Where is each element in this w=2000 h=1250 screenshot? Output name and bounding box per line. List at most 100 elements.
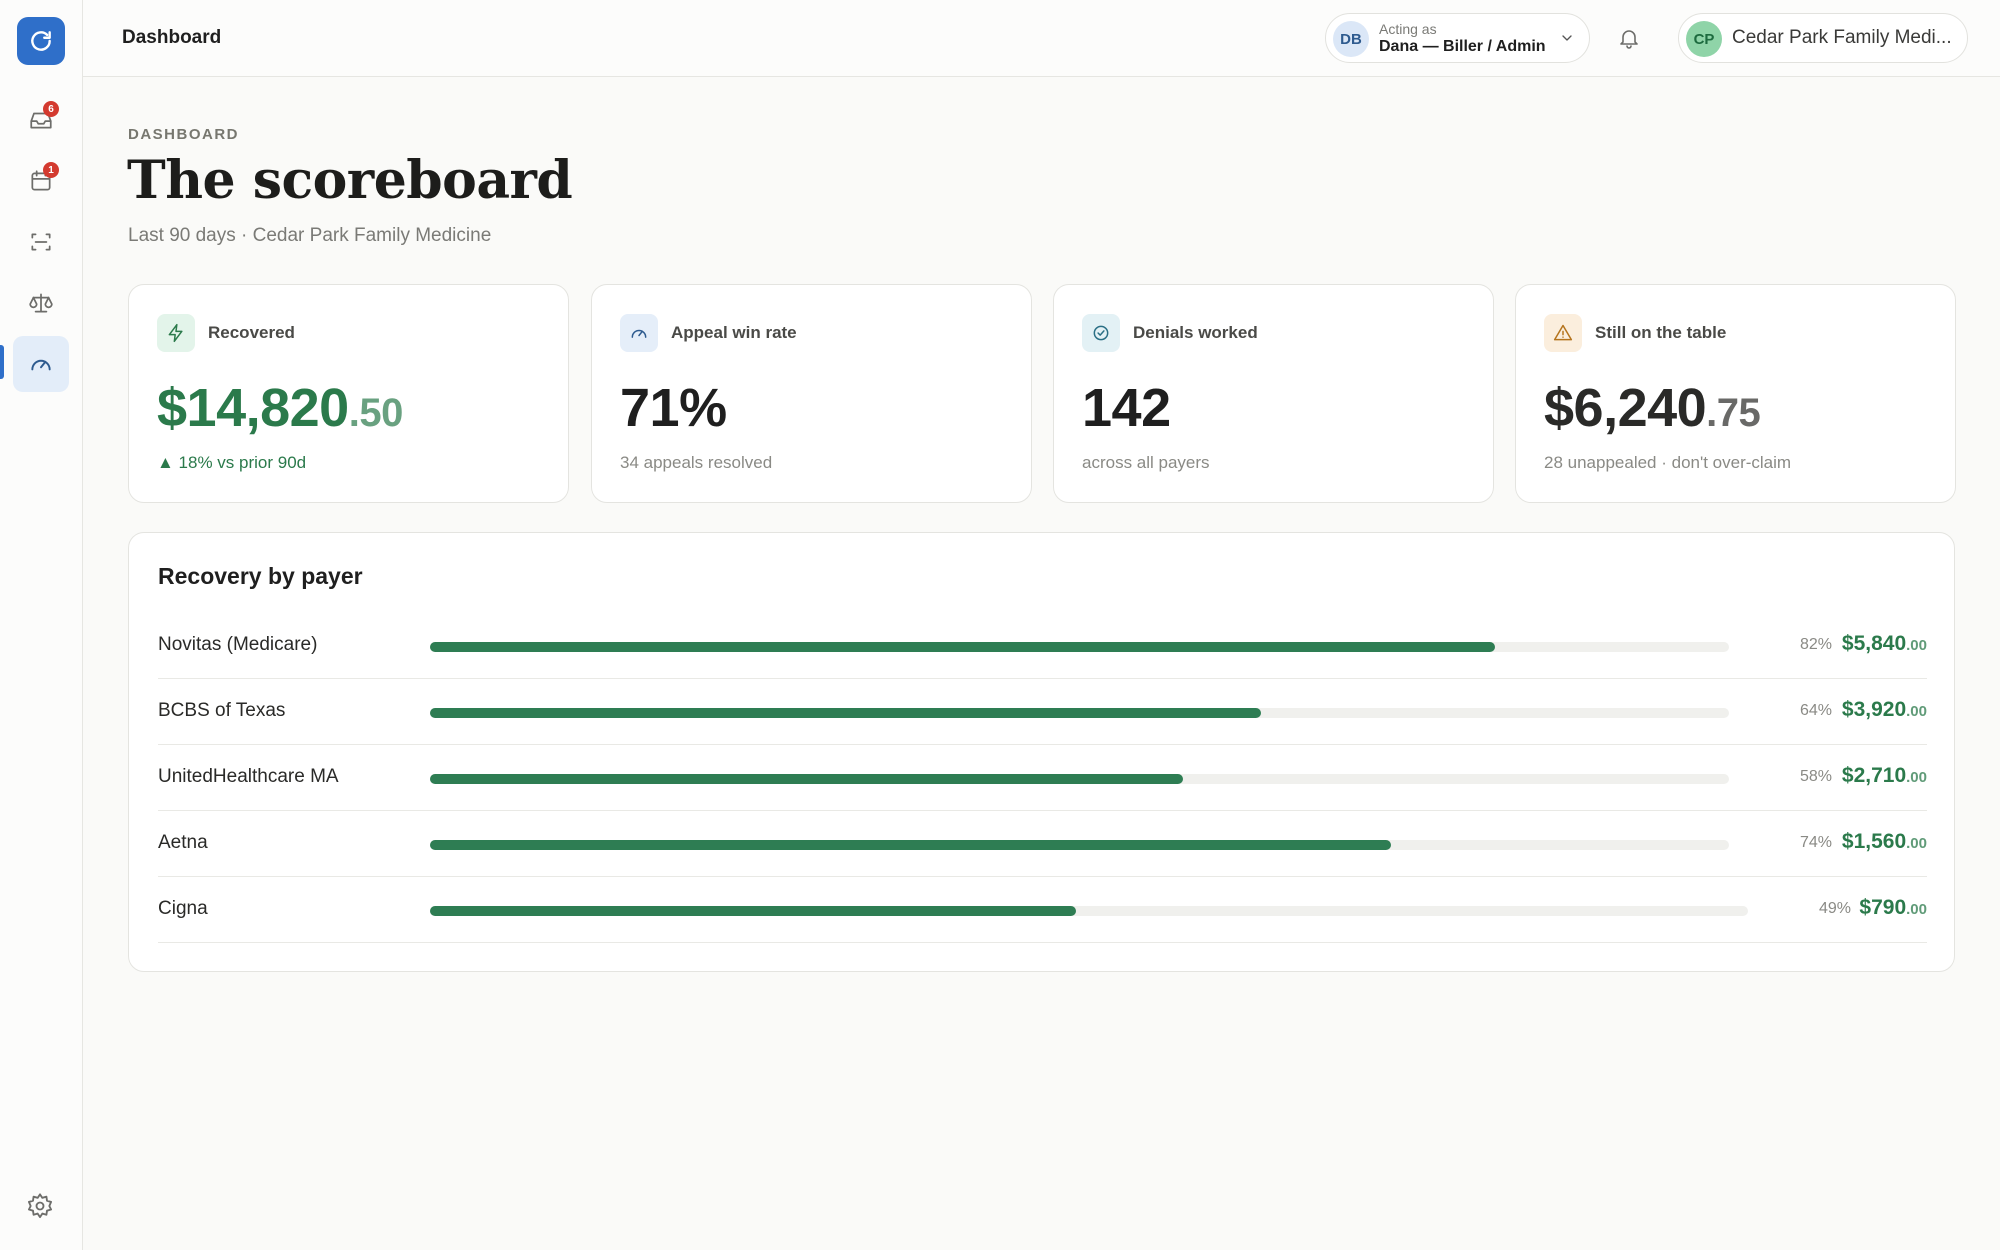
payer-amount: $3,920.00 [1842, 698, 1927, 722]
payer-amount: $1,560.00 [1842, 830, 1927, 854]
avatar: DB [1333, 21, 1369, 57]
kpi-label: Still on the table [1595, 323, 1727, 342]
sidebar-item-dashboard[interactable] [13, 336, 69, 392]
payer-amount: $5,840.00 [1842, 632, 1927, 656]
kpi-card-win-rate: Appeal win rate 71% 34 appeals resolved [591, 284, 1032, 503]
payer-row[interactable]: Cigna 49% $790.00 [158, 877, 1927, 943]
recovery-by-payer-panel: Recovery by payer Novitas (Medicare) 82%… [128, 532, 1955, 972]
kpi-icon-denials [1082, 314, 1120, 352]
topbar-title: Dashboard [122, 27, 222, 48]
payer-amount: $790.00 [1859, 896, 1927, 920]
payer-amount-cents: .00 [1906, 769, 1927, 786]
kpi-icon-still-on-table [1544, 314, 1582, 352]
payer-name: UnitedHealthcare MA [158, 766, 339, 787]
sidebar-item-scan[interactable] [13, 214, 69, 270]
warning-icon [1553, 324, 1573, 341]
notifications-button[interactable] [1613, 22, 1645, 54]
payer-name: Aetna [158, 832, 208, 853]
kpi-trend: ▲ 18% vs prior 90d [157, 453, 307, 472]
calendar-badge: 1 [43, 162, 59, 178]
refresh-icon [31, 31, 51, 51]
kpi-value-cents: .50 [348, 391, 404, 435]
payer-row[interactable]: Aetna 74% $1,560.00 [158, 811, 1927, 877]
kpi-value: 71% [620, 378, 727, 438]
kpi-value-whole: $14,820 [157, 378, 349, 438]
sidebar-item-appeals[interactable] [13, 275, 69, 331]
kpi-card-still-on-table: Still on the table $6,240.75 28 unappeal… [1515, 284, 1956, 503]
sidebar-item-inbox[interactable]: 6 [13, 92, 69, 148]
gauge-icon [631, 329, 647, 338]
kpi-label: Appeal win rate [671, 323, 797, 342]
kpi-icon-recovered [157, 314, 195, 352]
inbox-badge: 6 [43, 101, 59, 117]
payer-pct: 64% [1799, 702, 1832, 719]
kpi-label: Denials worked [1133, 323, 1258, 342]
payer-name: Cigna [158, 898, 208, 919]
payer-amount-whole: $790 [1859, 896, 1907, 919]
payer-amount-whole: $1,560 [1841, 830, 1907, 853]
bell-icon [1620, 30, 1638, 49]
inbox-icon [30, 112, 52, 129]
payer-row[interactable]: UnitedHealthcare MA 58% $2,710.00 [158, 745, 1927, 811]
kpi-card-denials: Denials worked 142 across all payers [1053, 284, 1494, 503]
acting-as-switcher[interactable]: DB Acting as Dana — Biller / Admin [1325, 13, 1590, 63]
kpi-sub: 28 unappealed · don't over-claim [1544, 453, 1792, 472]
payer-name: BCBS of Texas [158, 700, 286, 721]
payer-amount-whole: $2,710 [1841, 764, 1907, 787]
payer-amount-whole: $5,840 [1841, 632, 1907, 655]
check-circle-icon [1093, 325, 1109, 341]
kpi-value-cents: .75 [1706, 391, 1761, 435]
progress-track [430, 774, 1729, 784]
payer-amount-cents: .00 [1906, 703, 1927, 720]
payer-pct: 74% [1799, 834, 1832, 851]
progress-fill [430, 906, 1076, 916]
progress-track [430, 906, 1748, 916]
progress-track [430, 708, 1729, 718]
kpi-card-recovered: Recovered $14,820.50 ▲ 18% vs prior 90d [128, 284, 569, 503]
payer-pct: 49% [1818, 900, 1851, 917]
topbar: Dashboard DB Acting as Dana — Biller / A… [83, 0, 2000, 77]
lightning-icon [168, 323, 183, 343]
payer-amount-cents: .00 [1906, 835, 1927, 852]
kpi-label: Recovered [208, 323, 295, 342]
page-title: The scoreboard [127, 150, 573, 211]
sidebar-item-calendar[interactable]: 1 [13, 153, 69, 209]
page-subtitle: Last 90 days · Cedar Park Family Medicin… [128, 225, 492, 246]
progress-fill [430, 642, 1496, 652]
progress-fill [430, 774, 1184, 784]
page-eyebrow: DASHBOARD [128, 126, 239, 143]
kpi-sub: across all payers [1082, 453, 1210, 472]
payer-amount: $2,710.00 [1842, 764, 1927, 788]
panel-title: Recovery by payer [158, 563, 363, 589]
acting-as-label: Acting as [1379, 21, 1437, 37]
kpi-value: 142 [1082, 378, 1171, 438]
progress-track [430, 642, 1729, 652]
acting-as-name: Dana — Biller / Admin [1379, 38, 1546, 55]
org-name: Cedar Park Family Medi... [1732, 27, 1952, 48]
chevron-down-icon [1562, 35, 1572, 41]
payer-amount-whole: $3,920 [1841, 698, 1907, 721]
payer-pct: 82% [1799, 636, 1832, 653]
payer-amount-cents: .00 [1906, 637, 1927, 654]
active-indicator [0, 345, 4, 379]
scale-icon [29, 293, 53, 313]
payer-pct: 58% [1799, 768, 1832, 785]
org-switcher[interactable]: CP Cedar Park Family Medi... [1678, 13, 1968, 63]
progress-fill [430, 840, 1392, 850]
payer-name: Novitas (Medicare) [158, 634, 318, 655]
settings-icon [27, 1193, 53, 1219]
settings-button[interactable] [26, 1192, 56, 1222]
progress-fill [430, 708, 1262, 718]
gauge-icon [31, 359, 51, 371]
sidebar: 6 1 [0, 0, 83, 1250]
payer-row[interactable]: Novitas (Medicare) 82% $5,840.00 [158, 613, 1927, 679]
progress-track [430, 840, 1729, 850]
kpi-value: $6,240.75 [1544, 377, 1761, 439]
kpi-value-whole: $6,240 [1544, 378, 1707, 438]
kpi-sub: 34 appeals resolved [620, 453, 773, 472]
app-logo[interactable] [17, 17, 65, 65]
scan-icon [31, 233, 51, 251]
payer-row[interactable]: BCBS of Texas 64% $3,920.00 [158, 679, 1927, 745]
org-avatar: CP [1686, 21, 1722, 57]
payer-amount-cents: .00 [1906, 901, 1927, 918]
